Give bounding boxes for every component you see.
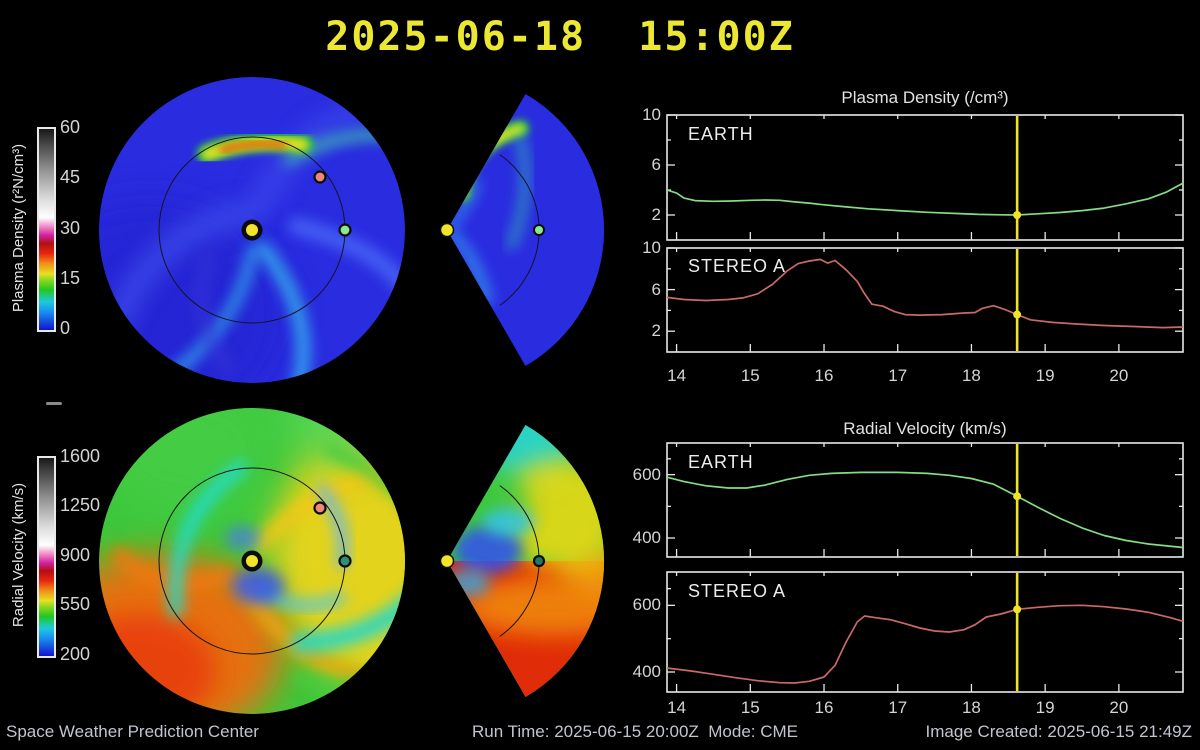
x-axis-tick-label: 17: [888, 366, 908, 385]
density-colorbar-label: Plasma Density (r²N/cm³): [10, 143, 27, 313]
stray-dash: [46, 402, 62, 405]
x-axis-tick-label: 15: [740, 698, 760, 717]
y-axis-tick-label: 400: [632, 662, 661, 681]
y-axis-tick-label: 10: [642, 105, 661, 124]
footer-run-info: Run Time: 2025-06-15 20:00Z Mode: CME: [472, 722, 798, 742]
x-axis-tick-label: 20: [1109, 698, 1129, 717]
colorbar-tick-label: 15: [60, 268, 81, 288]
y-axis-tick-label: 10: [642, 238, 661, 257]
velocity-charts-title: Radial Velocity (km/s): [843, 419, 1007, 438]
y-axis-tick-label: 2: [651, 205, 661, 224]
colorbar-tick-label: 1250: [60, 495, 101, 515]
footer-run-time: Run Time: 2025-06-15 20:00Z: [472, 722, 699, 741]
x-axis-tick-label: 19: [1035, 366, 1055, 385]
colorbar-tick-label: 1600: [60, 446, 101, 466]
density-colorbar: [37, 127, 56, 332]
colorbar-tick-label: 0: [60, 318, 71, 338]
colorbar-tick-label: 200: [60, 644, 91, 664]
velocity-colorbar: [37, 456, 56, 658]
x-axis-tick-label: 14: [667, 366, 687, 385]
colorbar-tick-label: 60: [60, 117, 81, 137]
x-axis-tick-label: 15: [740, 366, 760, 385]
panel-label-earth-density: EARTH: [688, 124, 754, 144]
panel-label-earth-velocity: EARTH: [688, 452, 754, 472]
colorbar-tick-label: 550: [60, 594, 91, 614]
panel-label-stereoa-density: STEREO A: [688, 256, 787, 276]
x-axis-tick-label: 20: [1109, 366, 1129, 385]
y-axis-tick-label: 6: [651, 279, 661, 299]
density-charts-title: Plasma Density (/cm³): [841, 88, 1009, 107]
colorbar-tick-label: 900: [60, 545, 91, 565]
x-axis-tick-label: 16: [814, 698, 834, 717]
panel-label-stereoa-velocity: STEREO A: [688, 581, 787, 601]
footer-mode: Mode: CME: [708, 722, 799, 741]
y-axis-tick-label: 400: [632, 528, 661, 547]
x-axis-tick-label: 18: [961, 698, 981, 717]
colorbar-tick-label: 45: [60, 167, 81, 187]
y-axis-tick-label: 600: [632, 464, 661, 484]
page-title: 2025-06-18 15:00Z: [325, 14, 795, 60]
colorbar-tick-label: 30: [60, 218, 81, 238]
x-axis-tick-label: 18: [961, 366, 981, 385]
y-axis-tick-label: 600: [632, 595, 661, 615]
velocity-colorbar-label: Radial Velocity (km/s): [10, 482, 27, 628]
x-axis-tick-label: 17: [888, 698, 908, 717]
footer-created: Image Created: 2025-06-15 21:49Z: [925, 722, 1192, 741]
y-axis-tick-label: 6: [651, 155, 661, 174]
footer-org-name: Space Weather Prediction Center: [6, 722, 259, 741]
x-axis-tick-label: 16: [814, 366, 834, 385]
y-axis-tick-label: 2: [651, 321, 661, 341]
x-axis-tick-label: 14: [667, 698, 687, 717]
x-axis-tick-label: 19: [1035, 698, 1055, 717]
